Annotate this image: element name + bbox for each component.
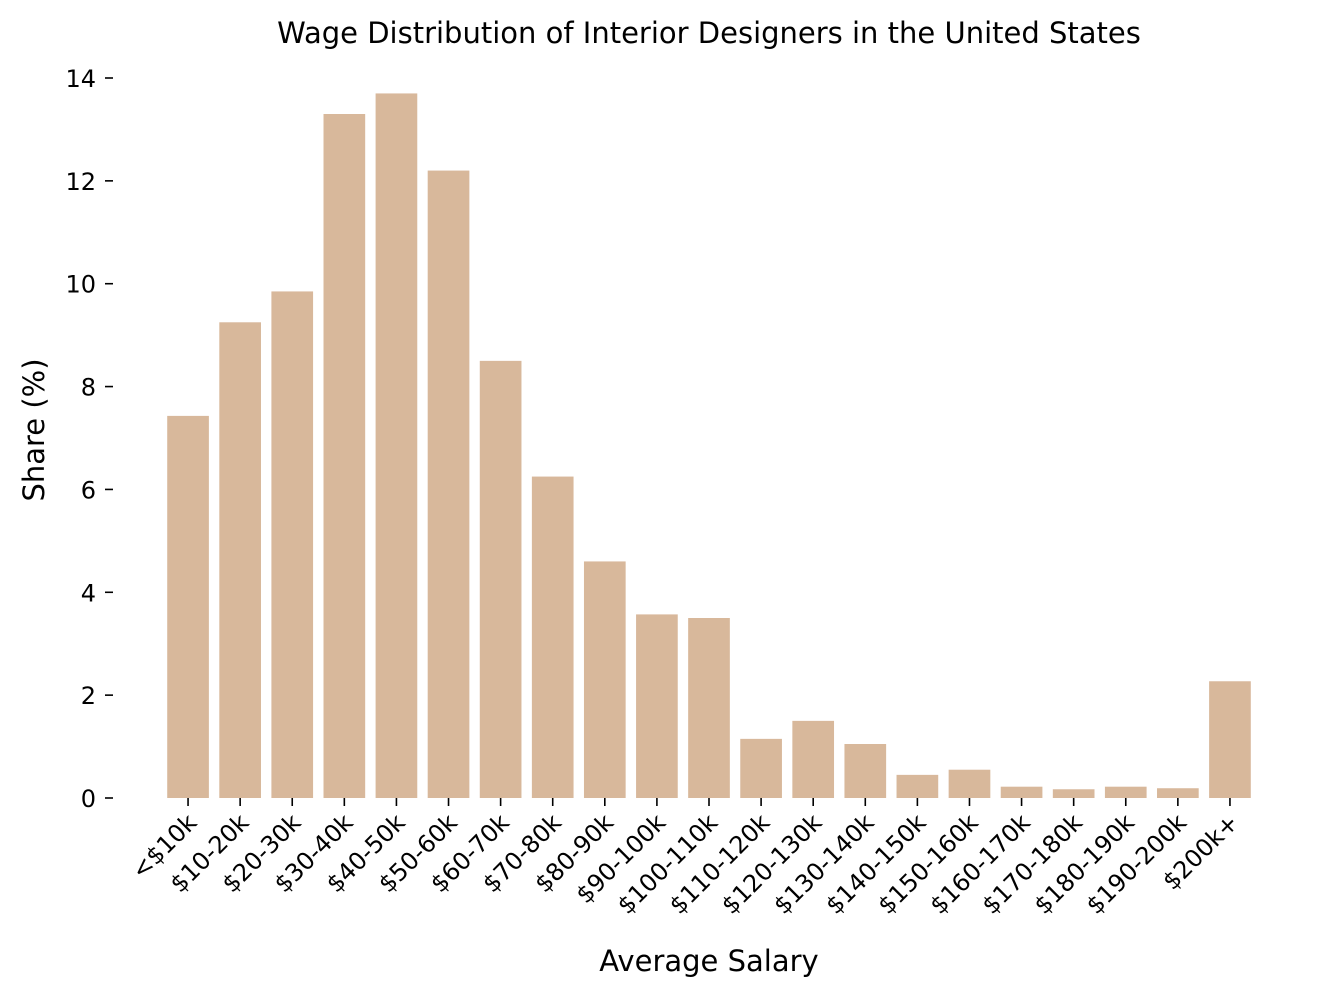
chart-title: Wage Distribution of Interior Designers …	[277, 16, 1141, 50]
y-tick-label: 12	[65, 168, 96, 196]
bar	[688, 618, 730, 798]
bar	[1209, 681, 1251, 798]
bar	[948, 769, 991, 798]
bar	[740, 738, 782, 798]
bar	[583, 561, 626, 798]
bar	[531, 476, 574, 798]
y-tick-label: 8	[81, 374, 96, 402]
bar	[1104, 786, 1147, 798]
bar	[636, 614, 678, 798]
x-axis: <$10k$10-20k$20-30k$30-40k$40-50k$50-60k…	[126, 798, 1244, 920]
bar	[375, 93, 418, 799]
bar	[844, 744, 887, 798]
bar	[479, 360, 522, 798]
bar	[323, 114, 366, 798]
y-tick-label: 10	[65, 271, 96, 299]
y-tick-label: 6	[81, 476, 96, 504]
bar	[1052, 789, 1095, 798]
bar	[167, 415, 209, 798]
bar	[792, 720, 835, 798]
bar	[271, 291, 314, 798]
bar	[1000, 786, 1043, 798]
y-tick-label: 2	[81, 682, 96, 710]
y-tick-label: 4	[81, 579, 96, 607]
y-tick-label: 14	[65, 65, 96, 93]
y-axis-label: Share (%)	[17, 358, 51, 501]
bar	[896, 774, 939, 798]
bar	[1157, 788, 1199, 798]
y-axis: 0 2 4 6 8 10 12 14	[65, 65, 113, 813]
bar	[427, 170, 470, 798]
bars-layer	[167, 93, 1251, 799]
bar	[219, 322, 261, 798]
y-tick-label: 0	[81, 785, 96, 813]
x-axis-label: Average Salary	[599, 944, 818, 978]
